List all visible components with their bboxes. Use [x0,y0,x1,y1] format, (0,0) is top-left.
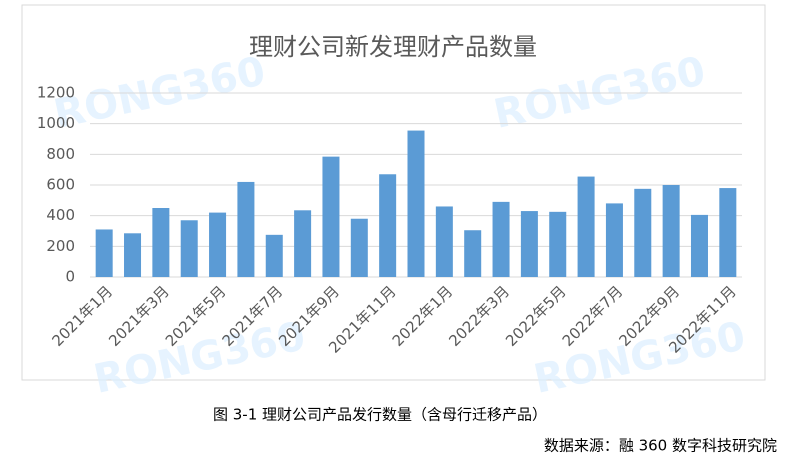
bar [209,212,227,277]
bar [265,234,283,277]
bar [350,218,368,277]
bar [662,185,680,277]
bar [577,176,595,277]
bar [237,181,255,277]
bar [549,211,567,277]
y-tick-label: 800 [46,145,75,163]
bar [719,188,737,277]
y-tick-label: 200 [46,237,75,255]
source: 数据来源：融 360 数字科技研究院 [544,437,777,455]
bar [520,211,538,277]
bar [180,220,198,277]
y-tick-label: 400 [46,206,75,224]
y-tick-label: 1000 [37,114,75,132]
bar [152,208,170,277]
bar [407,130,425,277]
bar [322,156,340,277]
bar [95,229,113,277]
bar [294,210,312,277]
caption: 图 3-1 理财公司产品发行数量（含母行迁移产品） [213,406,547,424]
bar [690,214,708,277]
bar [464,230,482,277]
bar [605,203,623,277]
bar [634,188,652,277]
y-tick-label: 0 [65,268,75,286]
chart-title: 理财公司新发理财产品数量 [249,33,537,61]
bar [379,174,397,277]
y-tick-label: 600 [46,176,75,194]
bar [124,233,142,277]
bar [435,206,453,277]
y-tick-label: 1200 [37,84,75,102]
bar [492,201,510,277]
